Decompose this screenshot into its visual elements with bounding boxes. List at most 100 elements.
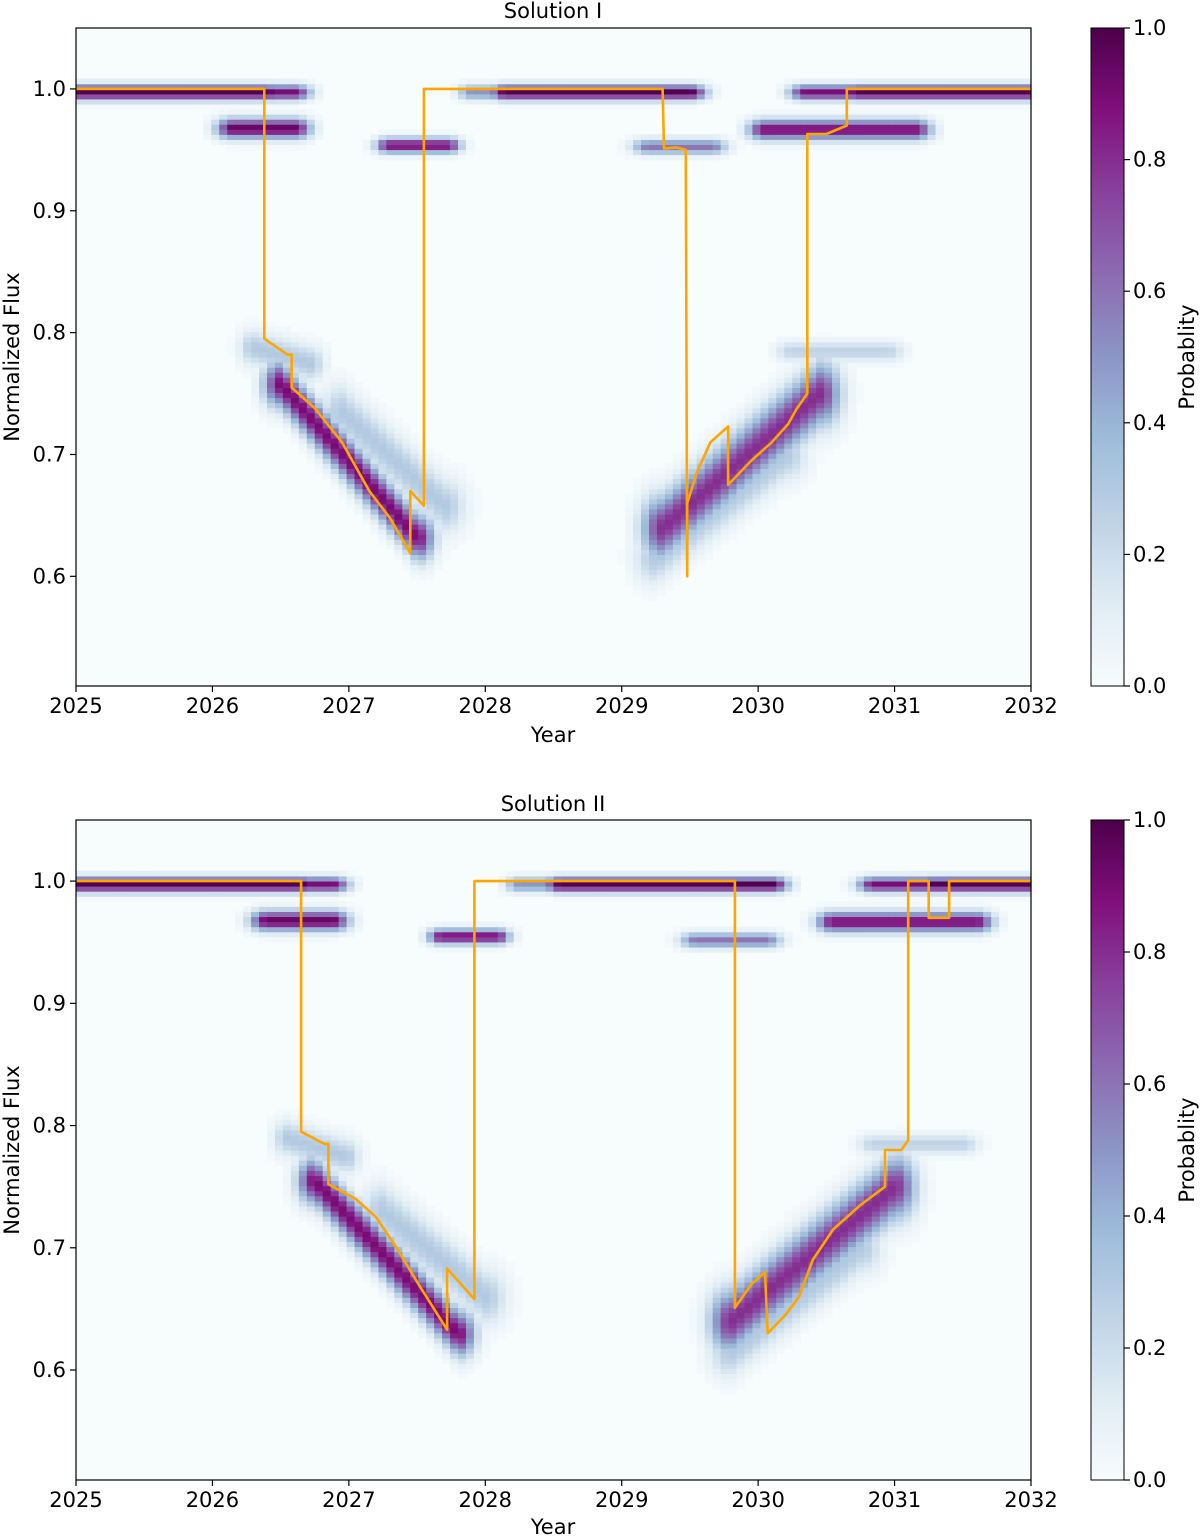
heatmap-cell [656, 473, 666, 480]
heatmap-cell [808, 1317, 817, 1324]
heatmap-cell [235, 357, 244, 363]
heatmap-cell [656, 503, 666, 510]
heatmap-cell [903, 1180, 913, 1187]
heatmap-cell [489, 1337, 499, 1344]
heatmap-cell [696, 473, 706, 480]
heatmap-cell [267, 417, 276, 424]
heatmap-cell [298, 1216, 308, 1222]
heatmap-cell [489, 1332, 499, 1339]
heatmap-cell [465, 1266, 475, 1273]
heatmap-cell [816, 1271, 825, 1278]
heatmap-cell [434, 508, 443, 515]
heatmap-cell [816, 387, 825, 394]
heatmap-cell [259, 83, 268, 90]
heatmap-cell [768, 402, 777, 409]
heatmap-cell [378, 1266, 387, 1273]
heatmap-cell [306, 916, 316, 923]
heatmap-cell [378, 402, 387, 409]
heatmap-cell [290, 1134, 300, 1141]
heatmap-cell [489, 93, 499, 100]
heatmap-cell [720, 880, 730, 887]
heatmap-cell [370, 468, 380, 475]
heatmap-cell [505, 1327, 515, 1334]
heatmap-cell [752, 1337, 762, 1344]
colorbar-tick-label: 0.0 [1133, 674, 1166, 698]
heatmap-cell [322, 1155, 332, 1161]
heatmap-cell [816, 417, 825, 424]
heatmap-cell [410, 1302, 419, 1308]
heatmap-cell [123, 98, 133, 105]
heatmap-cell [243, 911, 252, 918]
heatmap-cell [840, 367, 849, 373]
heatmap-cell [290, 1144, 300, 1151]
heatmap-cell [497, 93, 507, 100]
heatmap-cell [840, 926, 849, 933]
heatmap-cell [768, 377, 777, 383]
heatmap-cell [434, 1266, 443, 1273]
heatmap-cell [744, 1256, 754, 1263]
heatmap-cell [330, 1160, 340, 1166]
heatmap-cell [768, 458, 777, 464]
heatmap-cell [282, 392, 292, 399]
heatmap-cell [641, 870, 650, 877]
heatmap-cell [784, 1292, 793, 1298]
heatmap-cell [235, 134, 244, 140]
heatmap-cell [107, 103, 117, 110]
heatmap-cell [800, 88, 809, 95]
heatmap-cell [370, 1282, 380, 1288]
heatmap-cell [720, 886, 730, 892]
heatmap-cell [768, 144, 777, 151]
heatmap-cell [895, 351, 905, 358]
heatmap-cell [426, 478, 435, 485]
heatmap-cell [203, 891, 212, 897]
heatmap-cell [847, 1150, 857, 1156]
heatmap-cell [473, 1297, 483, 1303]
heatmap-cell [776, 1322, 785, 1329]
heatmap-cell [521, 83, 531, 90]
heatmap-cell [919, 906, 929, 912]
heatmap-cell [370, 443, 380, 449]
heatmap-cell [410, 443, 419, 449]
heatmap-cell [410, 1205, 419, 1212]
heatmap-cell [887, 1139, 897, 1146]
heatmap-cell [497, 941, 507, 948]
heatmap-cell [792, 402, 801, 409]
heatmap-cell [744, 498, 754, 505]
heatmap-cell [680, 886, 690, 892]
heatmap-cell [362, 1139, 372, 1146]
heatmap-cell [927, 93, 937, 100]
heatmap-cell [442, 503, 451, 510]
heatmap-cell [322, 1175, 332, 1182]
heatmap-cell [792, 1312, 801, 1319]
heatmap-cell [481, 1322, 491, 1329]
heatmap-cell [736, 1358, 746, 1364]
heatmap-cell [394, 1231, 403, 1237]
heatmap-cell [855, 1282, 865, 1288]
heatmap-cell [816, 1282, 825, 1288]
heatmap-cell [728, 926, 738, 933]
heatmap-cell [840, 1170, 849, 1176]
heatmap-cell [267, 397, 276, 404]
heatmap-cell [442, 926, 451, 933]
heatmap-cell [744, 941, 754, 948]
heatmap-cell [792, 387, 801, 394]
heatmap-cell [259, 362, 268, 368]
heatmap-cell [720, 1378, 730, 1385]
heatmap-cell [656, 103, 666, 110]
heatmap-cell [322, 397, 332, 404]
heatmap-cell [800, 1251, 809, 1258]
heatmap-cell [274, 362, 284, 368]
heatmap-cell [497, 921, 507, 928]
heatmap-cell [418, 564, 427, 571]
heatmap-cell [768, 946, 777, 953]
heatmap-cell [688, 513, 698, 520]
heatmap-cell [736, 1271, 746, 1278]
heatmap-cell [458, 1246, 467, 1253]
heatmap-cell [290, 1139, 300, 1146]
heatmap-cell [776, 129, 785, 135]
heatmap-cell [378, 1231, 387, 1237]
heatmap-cell [840, 1297, 849, 1303]
heatmap-cell [290, 437, 300, 444]
heatmap-cell [473, 88, 483, 95]
heatmap-cell [227, 93, 236, 100]
